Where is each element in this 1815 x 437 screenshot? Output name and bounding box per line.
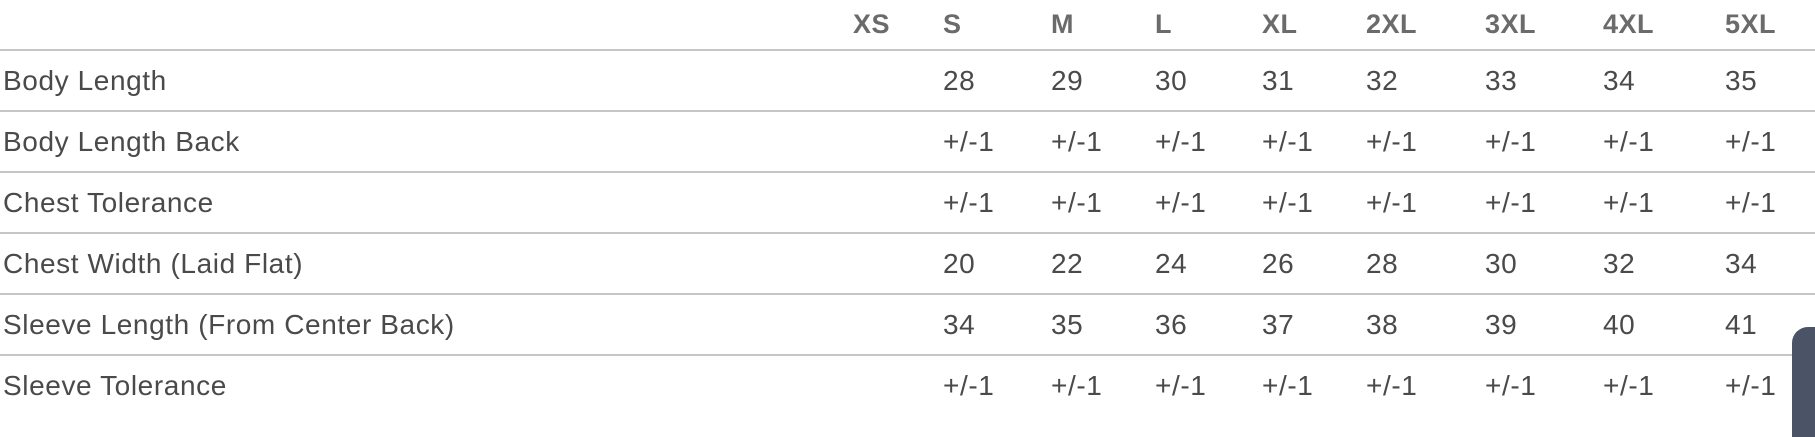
- cell-value: +/-1: [943, 172, 1051, 234]
- row-label: Sleeve Tolerance: [3, 369, 227, 401]
- cell-value: +/-1: [1725, 172, 1815, 234]
- cell-value: 34: [1725, 233, 1815, 295]
- cell-value: +/-1: [1485, 172, 1603, 234]
- cell-value: 38: [1366, 294, 1485, 356]
- cell-value: 24: [1155, 233, 1262, 295]
- cell-value: 32: [1603, 233, 1725, 295]
- table-row: Sleeve Length (From Center Back) 34 35 36 37…: [0, 294, 1815, 356]
- cell-value: +/-1: [1725, 111, 1815, 173]
- side-feedback-tab[interactable]: [1792, 327, 1815, 437]
- row-label: Body Length: [0, 50, 853, 112]
- cell-value: 37: [1262, 294, 1366, 356]
- cell-value: +/-1: [1051, 369, 1103, 401]
- cell-value: 36: [1155, 294, 1262, 356]
- header-label-column: [0, 0, 853, 51]
- cell-value: 30: [1155, 50, 1262, 112]
- cell-value: +/-1: [1485, 111, 1603, 173]
- cell-value: +/-1: [1155, 111, 1262, 173]
- table-row: Body Length 28 29 30 31 32 33 34 35: [0, 50, 1815, 112]
- row-label: Chest Width (Laid Flat): [0, 233, 853, 295]
- cell-value: 20: [943, 233, 1051, 295]
- cell-value: 28: [1366, 233, 1485, 295]
- cell-value: 35: [1051, 294, 1155, 356]
- header-size-xl: XL: [1262, 0, 1366, 51]
- cell-value: [853, 233, 943, 295]
- table-row: Chest Tolerance +/-1 +/-1 +/-1 +/-1 +/-1 +/-1 +…: [0, 172, 1815, 234]
- cell-value: +/-1: [1485, 369, 1537, 401]
- cell-value: [853, 111, 943, 173]
- cell-value: 29: [1051, 50, 1155, 112]
- cell-value: +/-1: [1366, 111, 1485, 173]
- cell-value: 28: [943, 50, 1051, 112]
- cell-value: 32: [1366, 50, 1485, 112]
- cell-value: 35: [1725, 50, 1815, 112]
- cell-value: +/-1: [1603, 172, 1725, 234]
- cell-value: +/-1: [1155, 172, 1262, 234]
- cell-value: +/-1: [943, 369, 995, 401]
- table-row: Sleeve Tolerance +/-1 +/-1 +/-1 +/-1 +/-1 +/-1…: [0, 355, 1815, 415]
- row-label: Chest Tolerance: [0, 172, 853, 234]
- row-label: Sleeve Length (From Center Back): [0, 294, 853, 356]
- cell-value: [853, 355, 943, 415]
- cell-value: +/-1: [943, 111, 1051, 173]
- cell-value: +/-1: [1262, 111, 1366, 173]
- header-size-l: L: [1155, 0, 1262, 51]
- header-size-3xl: 3XL: [1485, 0, 1603, 51]
- cell-value: +/-1: [1603, 111, 1725, 173]
- cell-value: 33: [1485, 50, 1603, 112]
- size-chart-table: XS S M L XL 2XL 3XL 4XL 5XL Body Length 28 29 30 31 3…: [0, 0, 1815, 415]
- cell-value: +/-1: [1155, 369, 1207, 401]
- header-size-2xl: 2XL: [1366, 0, 1485, 51]
- cell-value: 31: [1262, 50, 1366, 112]
- cell-value: 39: [1485, 294, 1603, 356]
- header-size-s: S: [943, 0, 1051, 51]
- cell-value: 34: [1603, 50, 1725, 112]
- cell-value: +/-1: [1262, 369, 1314, 401]
- cell-value: 40: [1603, 294, 1725, 356]
- table-row: Body Length Back +/-1 +/-1 +/-1 +/-1 +/-1 +/-1…: [0, 111, 1815, 173]
- cell-value: [853, 294, 943, 356]
- cell-value: [853, 50, 943, 112]
- header-size-4xl: 4XL: [1603, 0, 1725, 51]
- cell-value: +/-1: [1262, 172, 1366, 234]
- header-size-xs: XS: [853, 0, 943, 51]
- row-label: Body Length Back: [0, 111, 853, 173]
- cell-value: +/-1: [1366, 172, 1485, 234]
- cell-value: +/-1: [1051, 172, 1155, 234]
- header-size-m: M: [1051, 0, 1155, 51]
- cell-value: 30: [1485, 233, 1603, 295]
- cell-value: 34: [943, 294, 1051, 356]
- cell-value: +/-1: [1366, 369, 1418, 401]
- cell-value: +/-1: [1725, 369, 1777, 401]
- header-size-5xl: 5XL: [1725, 0, 1815, 51]
- cell-value: +/-1: [1051, 111, 1155, 173]
- cell-value: +/-1: [1603, 369, 1655, 401]
- cell-value: 22: [1051, 233, 1155, 295]
- cell-value: 26: [1262, 233, 1366, 295]
- cell-value: [853, 172, 943, 234]
- header-row: XS S M L XL 2XL 3XL 4XL 5XL: [0, 0, 1815, 51]
- table-row: Chest Width (Laid Flat) 20 22 24 26 28 30 32 34: [0, 233, 1815, 295]
